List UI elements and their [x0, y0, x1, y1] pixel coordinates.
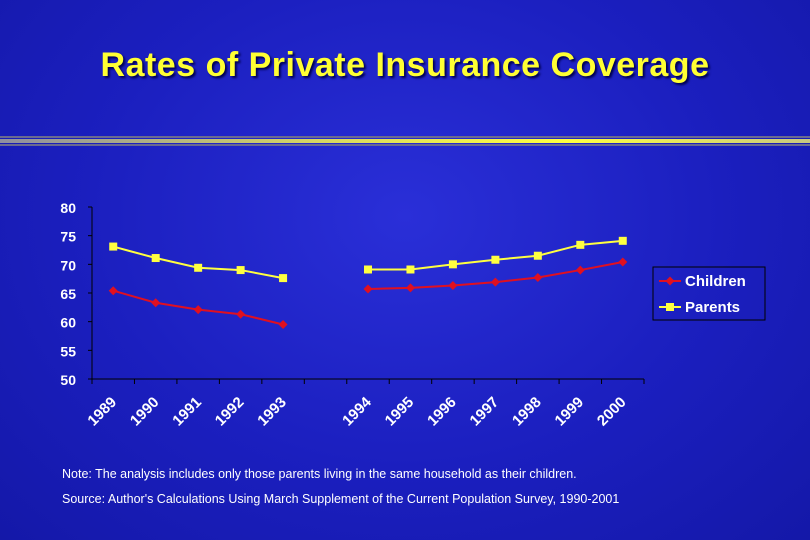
page-title: Rates of Private Insurance Coverage — [100, 46, 710, 84]
children-point — [618, 257, 628, 267]
legend-label-children: Children — [685, 273, 746, 290]
children-point — [108, 286, 118, 296]
x-tick-label: 1999 — [552, 394, 588, 430]
parents-line — [112, 245, 284, 280]
y-tick-label: 75 — [60, 229, 76, 245]
children-point — [448, 281, 458, 291]
chart-source: Source: Author's Calculations Using Marc… — [62, 492, 620, 506]
x-tick-label: 2000 — [594, 394, 630, 430]
y-tick-label: 55 — [60, 343, 76, 359]
chart-note: Note: The analysis includes only those p… — [62, 467, 577, 481]
parents-point — [151, 254, 160, 263]
x-tick-label: 1989 — [84, 394, 120, 430]
x-tick-label: 1997 — [467, 394, 503, 430]
x-tick-label: 1998 — [509, 394, 545, 430]
y-tick-label: 80 — [60, 200, 76, 216]
chart-legend: Children Parents — [652, 266, 766, 321]
children-point — [363, 284, 373, 294]
children-point — [533, 273, 543, 283]
children-point — [575, 265, 585, 275]
x-tick-label: 1996 — [424, 394, 460, 430]
y-tick-label: 60 — [60, 315, 76, 331]
title-divider-top — [0, 136, 810, 138]
y-tick-label: 70 — [60, 257, 76, 273]
children-point — [278, 320, 288, 330]
children-point — [193, 305, 203, 315]
y-tick-label: 65 — [60, 286, 76, 302]
children-point — [405, 283, 415, 293]
parents-point — [406, 265, 415, 274]
parents-point — [618, 236, 627, 245]
children-point — [490, 277, 500, 287]
legend-marker-children — [665, 276, 675, 286]
chart-series — [108, 236, 628, 330]
x-tick-label: 1993 — [254, 394, 290, 430]
children-point — [236, 309, 246, 319]
x-tick-label: 1990 — [127, 394, 163, 430]
parents-point — [491, 255, 500, 264]
parents-line — [368, 239, 623, 271]
parents-point — [279, 274, 288, 283]
legend-label-parents: Parents — [685, 299, 740, 316]
y-tick-label: 50 — [60, 372, 76, 388]
children-point — [151, 298, 161, 308]
parents-point — [109, 242, 118, 251]
title-divider — [0, 139, 810, 143]
title-divider-bottom — [0, 144, 810, 146]
legend-marker-parents — [666, 303, 674, 311]
parents-point — [448, 260, 457, 269]
parents-point — [364, 265, 372, 274]
x-tick-label: 1991 — [169, 394, 205, 430]
parents-point — [533, 251, 542, 260]
parents-point — [576, 240, 585, 249]
parents-point — [236, 266, 245, 275]
x-tick-label: 1992 — [212, 394, 248, 430]
parents-point — [194, 263, 203, 272]
legend-box — [652, 266, 766, 321]
x-tick-label: 1994 — [339, 393, 375, 429]
x-tick-label: 1995 — [382, 394, 418, 430]
